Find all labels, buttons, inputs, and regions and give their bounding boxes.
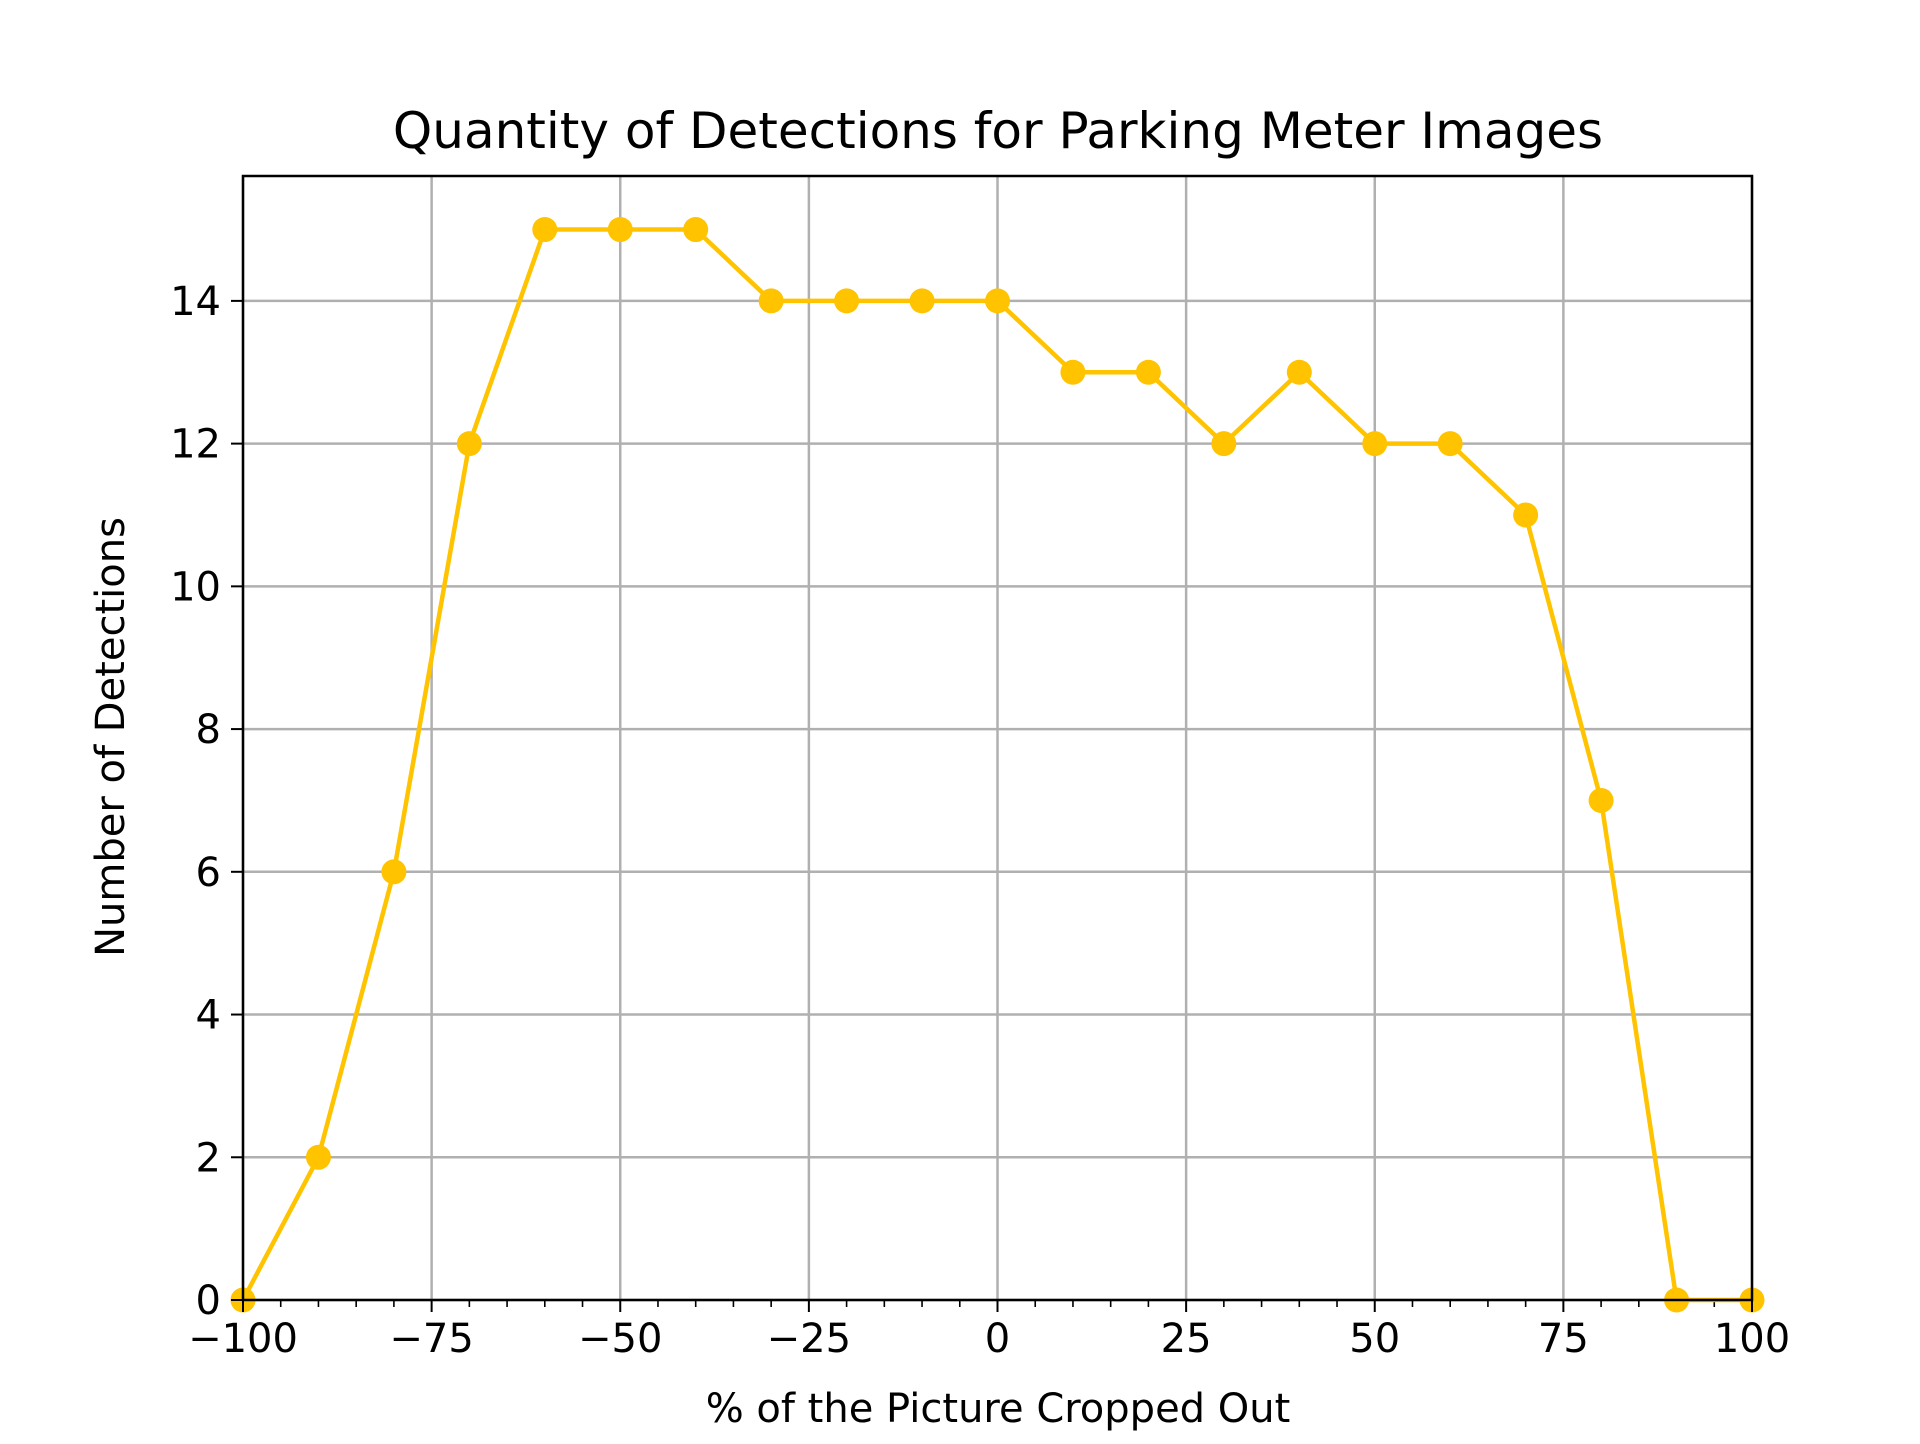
x-tick-label: 0 [985, 1316, 1010, 1362]
data-point [1437, 431, 1463, 457]
y-tick-label: 10 [170, 564, 221, 610]
y-tick-label: 14 [170, 279, 221, 325]
data-point [607, 217, 633, 243]
data-point [1286, 359, 1312, 385]
x-tick-label: −75 [389, 1316, 473, 1362]
data-point [381, 859, 407, 885]
x-tick-label: 25 [1161, 1316, 1212, 1362]
data-point [834, 288, 860, 314]
x-tick-label: −50 [578, 1316, 662, 1362]
y-axis-title: Number of Detections [88, 517, 134, 957]
x-tick-label: −100 [188, 1316, 298, 1362]
x-tick-label: 75 [1538, 1316, 1589, 1362]
y-tick-label: 2 [196, 1135, 221, 1181]
data-point [683, 217, 709, 243]
y-tick-label: 4 [196, 993, 221, 1039]
x-tick-label: 50 [1349, 1316, 1400, 1362]
x-tick-label: −25 [767, 1316, 851, 1362]
minor-ticks [279, 1300, 1716, 1307]
data-point [909, 288, 935, 314]
x-tick-label: 100 [1714, 1316, 1790, 1362]
data-point [758, 288, 784, 314]
y-tick-label: 0 [196, 1278, 221, 1324]
x-axis-title: % of the Picture Cropped Out [706, 1386, 1291, 1432]
data-point [1513, 502, 1539, 528]
data-point [1135, 359, 1161, 385]
data-point [532, 217, 558, 243]
data-point [1211, 431, 1237, 457]
y-tick-label: 6 [196, 850, 221, 896]
data-point [1362, 431, 1388, 457]
data-point [1588, 787, 1614, 813]
data-point [456, 431, 482, 457]
chart-title: Quantity of Detections for Parking Meter… [393, 102, 1603, 160]
y-tick-label: 8 [196, 707, 221, 753]
data-point [985, 288, 1010, 314]
data-point [1060, 359, 1086, 385]
y-tick-label: 12 [170, 422, 221, 468]
data-point [305, 1144, 331, 1170]
axis-ticks: −100 −75 −50 −25 0 25 50 75 100 0 2 4 6 8 10 12 14 [170, 279, 1790, 1362]
